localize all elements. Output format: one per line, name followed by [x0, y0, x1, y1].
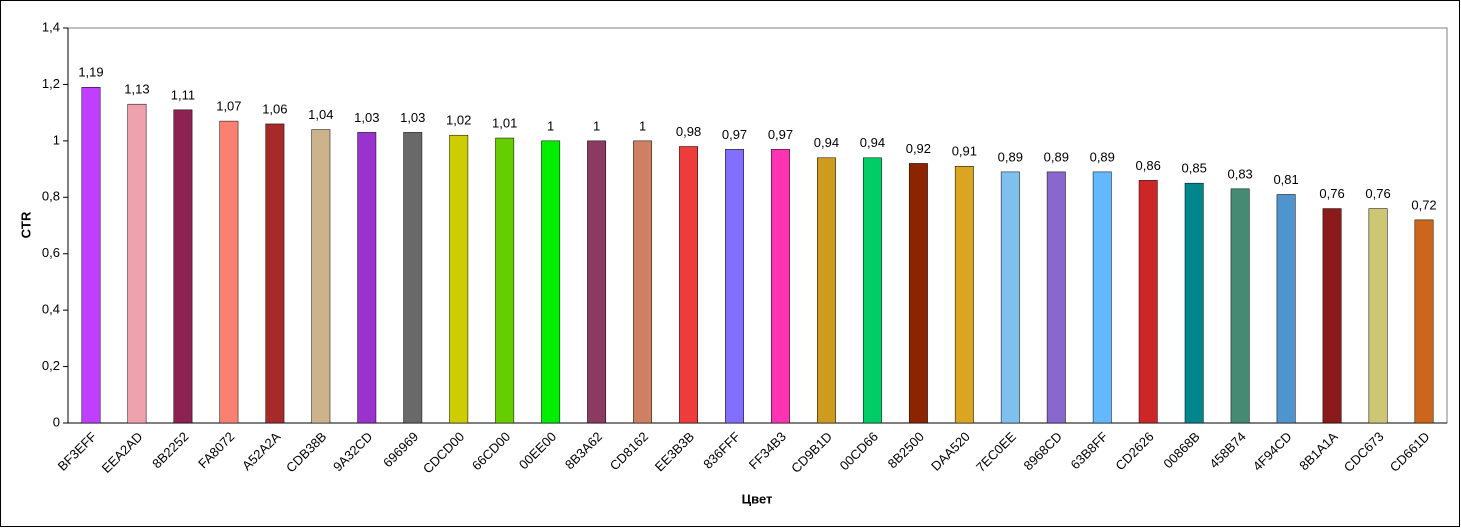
bar — [587, 140, 607, 424]
y-tick-label: 1,2 — [42, 76, 60, 91]
value-label: 0,76 — [1319, 186, 1344, 201]
bar — [954, 166, 974, 424]
bar — [541, 140, 561, 424]
bar — [311, 129, 331, 424]
value-label: 1,13 — [124, 82, 149, 97]
bar — [725, 149, 744, 424]
plot-area — [67, 27, 1448, 424]
value-label: 0,81 — [1273, 172, 1298, 187]
value-label: 1,03 — [354, 110, 379, 125]
y-tick-label: 0,6 — [42, 245, 60, 260]
value-label: 1,04 — [308, 107, 333, 122]
bar — [449, 134, 469, 424]
bar — [817, 157, 836, 424]
value-label: 0,72 — [1411, 197, 1436, 212]
bar — [771, 149, 790, 424]
bar — [219, 120, 239, 424]
value-label: 0,94 — [860, 135, 885, 150]
value-label: 0,89 — [998, 149, 1023, 164]
y-tick-label: 0 — [53, 414, 60, 429]
value-label: 0,94 — [814, 135, 839, 150]
bar — [1322, 208, 1342, 424]
bar — [1046, 171, 1066, 424]
bar — [1092, 171, 1112, 424]
value-label: 1,11 — [171, 87, 195, 102]
value-label: 1,02 — [446, 113, 471, 128]
value-label: 0,91 — [952, 144, 977, 159]
bar — [908, 163, 928, 424]
value-label: 0,76 — [1365, 186, 1390, 201]
x-axis-title: Цвет — [742, 491, 773, 506]
bar — [495, 137, 515, 424]
bar — [633, 140, 653, 424]
value-label: 1 — [547, 118, 554, 133]
bar — [403, 132, 423, 424]
y-axis-title: CTR — [18, 211, 33, 238]
value-label: 0,86 — [1136, 158, 1161, 173]
bar — [81, 87, 101, 424]
y-tick-label: 0,8 — [42, 189, 60, 204]
value-label: 0,98 — [676, 124, 701, 139]
bar — [1230, 188, 1250, 424]
bar — [173, 109, 193, 424]
value-label: 1,19 — [78, 65, 103, 80]
value-label: 0,97 — [722, 127, 747, 142]
value-label: 1 — [639, 118, 646, 133]
value-label: 1,07 — [216, 99, 241, 114]
bar — [1368, 208, 1388, 424]
bar — [1000, 171, 1020, 424]
bar — [127, 103, 147, 424]
value-label: 0,85 — [1182, 161, 1207, 176]
bar — [679, 146, 698, 424]
y-tick-label: 0,4 — [42, 302, 60, 317]
value-label: 1,06 — [262, 101, 287, 116]
y-tick-label: 0,2 — [42, 358, 60, 373]
bar — [1184, 182, 1204, 424]
value-label: 1,01 — [492, 115, 517, 130]
value-label: 0,89 — [1044, 149, 1069, 164]
value-label: 0,97 — [768, 127, 793, 142]
value-label: 1 — [593, 118, 600, 133]
value-label: 1,03 — [400, 110, 425, 125]
value-label: 0,92 — [906, 141, 931, 156]
bar — [1414, 219, 1434, 424]
bar — [265, 123, 285, 424]
y-tick-label: 1 — [53, 132, 60, 147]
value-label: 0,89 — [1090, 149, 1115, 164]
bar — [357, 132, 377, 424]
bar — [1138, 180, 1158, 424]
bar — [862, 157, 882, 424]
bar — [1276, 194, 1296, 424]
value-label: 0,83 — [1227, 166, 1252, 181]
y-tick-label: 1,4 — [42, 19, 60, 34]
